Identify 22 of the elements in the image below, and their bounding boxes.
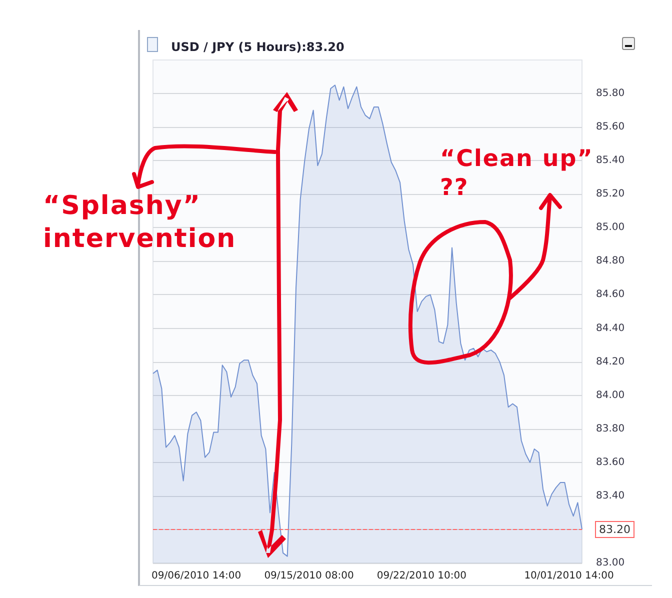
x-tick-label: 09/06/2010 14:00 <box>152 570 242 582</box>
annotation: “Splashy” intervention <box>43 190 238 255</box>
y-tick-label: 84.60 <box>596 289 625 300</box>
y-tick-label: 83.40 <box>596 490 625 502</box>
annotation: “Clean up” ?? <box>440 146 594 201</box>
chart-title: USD / JPY (5 Hours):83.20 <box>171 40 344 54</box>
y-tick-label: 83.00 <box>596 558 625 568</box>
x-tick-label: 09/22/2010 10:00 <box>376 570 466 582</box>
y-tick-label: 84.80 <box>596 256 625 267</box>
y-tick-label: 85.80 <box>596 88 625 100</box>
y-tick-label: 85.40 <box>596 155 625 166</box>
y-tick-label: 85.60 <box>596 122 625 133</box>
y-tick-label: 84.20 <box>596 356 625 368</box>
y-tick-label: 85.20 <box>596 188 625 200</box>
ref-line-label: 83.20 <box>599 522 630 536</box>
y-tick-label: 84.00 <box>596 390 625 401</box>
x-tick-label: 09/15/2010 08:00 <box>264 570 354 582</box>
x-tick-label: 10/01/2010 14:00 <box>524 570 614 582</box>
y-tick-label: 83.60 <box>596 456 625 468</box>
y-tick-label: 83.80 <box>596 423 625 434</box>
y-tick-label: 85.00 <box>596 222 625 234</box>
y-tick-label: 84.40 <box>596 322 625 334</box>
